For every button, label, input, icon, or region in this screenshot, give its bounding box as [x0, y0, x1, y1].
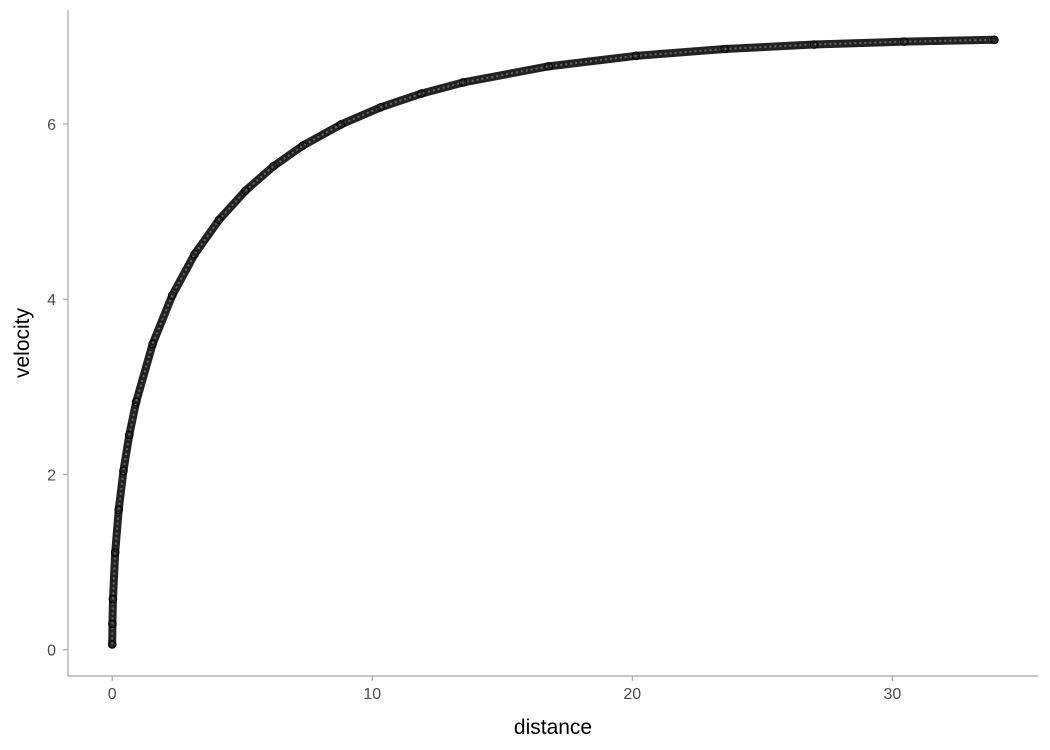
- x-tick-label: 10: [363, 686, 381, 703]
- data-point: [107, 640, 117, 649]
- data-point: [131, 397, 141, 407]
- x-tick-label: 30: [883, 686, 901, 703]
- data-point: [376, 103, 385, 112]
- data-point: [124, 430, 134, 440]
- x-tick-label: 20: [623, 686, 641, 703]
- data-point: [190, 250, 199, 259]
- y-tick-label: 2: [47, 467, 56, 484]
- data-point: [119, 466, 128, 476]
- y-tick-label: 6: [47, 117, 56, 134]
- data-point: [720, 44, 729, 54]
- data-point: [241, 186, 250, 195]
- y-axis-title: velocity: [11, 307, 34, 378]
- data-point: [269, 161, 278, 171]
- data-point: [214, 215, 224, 225]
- data-curve-band: [108, 35, 999, 649]
- data-point: [298, 141, 308, 150]
- data-point: [809, 40, 819, 49]
- x-tick-label: 0: [108, 686, 117, 703]
- data-point: [544, 62, 553, 71]
- data-point: [899, 37, 909, 46]
- data-curve-texture: [111, 38, 995, 645]
- data-point: [110, 548, 120, 557]
- y-tick-label: 0: [47, 643, 56, 660]
- data-point: [108, 594, 118, 604]
- data-point: [114, 505, 124, 515]
- data-point: [631, 51, 641, 61]
- data-point: [148, 339, 157, 349]
- data-point: [990, 35, 999, 45]
- data-point: [336, 120, 346, 129]
- data-point: [167, 291, 177, 300]
- y-tick-label: 4: [47, 292, 56, 309]
- x-axis-title: distance: [514, 716, 592, 739]
- data-point: [108, 619, 117, 629]
- data-point: [417, 89, 426, 98]
- data-point: [458, 78, 468, 87]
